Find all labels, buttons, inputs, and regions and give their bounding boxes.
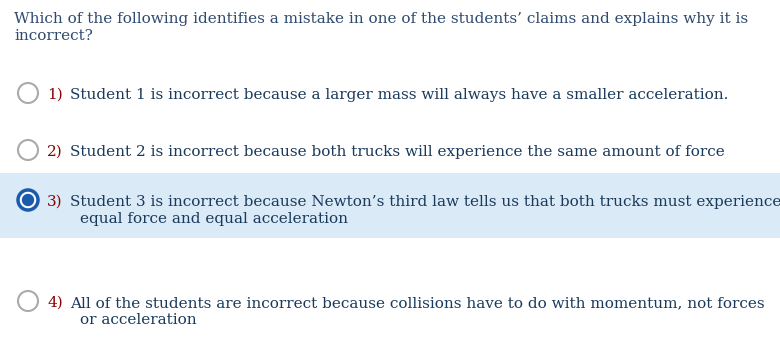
Circle shape	[18, 291, 38, 311]
Text: All of the students are incorrect because collisions have to do with momentum, n: All of the students are incorrect becaus…	[70, 296, 764, 310]
Text: 2): 2)	[47, 145, 62, 159]
Circle shape	[23, 195, 34, 205]
Text: Student 3 is incorrect because Newton’s third law tells us that both trucks must: Student 3 is incorrect because Newton’s …	[70, 195, 780, 209]
Text: Student 1 is incorrect because a larger mass will always have a smaller accelera: Student 1 is incorrect because a larger …	[70, 88, 729, 102]
Circle shape	[18, 83, 38, 103]
Text: Student 2 is incorrect because both trucks will experience the same amount of fo: Student 2 is incorrect because both truc…	[70, 145, 725, 159]
FancyBboxPatch shape	[0, 173, 780, 238]
Circle shape	[18, 190, 38, 210]
Text: 1): 1)	[47, 88, 62, 102]
Text: 3): 3)	[47, 195, 62, 209]
Text: or acceleration: or acceleration	[80, 313, 197, 327]
Text: equal force and equal acceleration: equal force and equal acceleration	[80, 212, 348, 226]
Text: 4): 4)	[47, 296, 62, 310]
Text: incorrect?: incorrect?	[14, 29, 93, 43]
Circle shape	[18, 140, 38, 160]
Text: Which of the following identifies a mistake in one of the students’ claims and e: Which of the following identifies a mist…	[14, 12, 748, 26]
